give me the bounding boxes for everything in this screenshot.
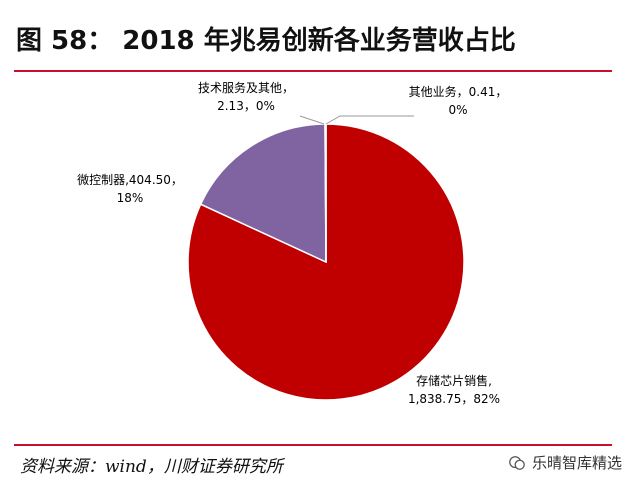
leader-line-tech — [299, 115, 325, 125]
leader-line-other — [325, 115, 414, 125]
label-mcu-line1: 微控制器,404.50， — [77, 173, 183, 187]
leader-lines — [299, 115, 414, 125]
label-mcu-line2: 18% — [117, 191, 144, 205]
title-bar: 图 58： 2018 年兆易创新各业务营收占比 — [10, 8, 620, 66]
label-tech-line2: 2.13，0% — [217, 99, 275, 113]
wechat-icon — [509, 455, 525, 470]
label-storage-line1: 存储芯片销售, — [416, 373, 492, 388]
footer-divider — [14, 444, 612, 446]
watermark-text: 乐晴智库精选 — [531, 454, 622, 472]
pie-chart: 存储芯片销售, 1,838.75，82% 微控制器,404.50， 18% 技术… — [77, 80, 508, 406]
pie-slices — [187, 123, 465, 401]
label-storage-line2: 1,838.75，82% — [408, 392, 500, 406]
label-tech-line1: 技术服务及其他， — [198, 80, 294, 95]
slice-mcu — [199, 123, 327, 264]
chart-title: 图 58： 2018 年兆易创新各业务营收占比 — [16, 26, 516, 56]
label-other-line2: 0% — [448, 103, 467, 117]
title-divider — [14, 70, 612, 72]
label-other-line1: 其他业务，0.41， — [409, 84, 508, 99]
chart-area: 存储芯片销售, 1,838.75，82% 微控制器,404.50， 18% 技术… — [0, 72, 640, 442]
source-note: 资料来源：wind，川财证券研究所 — [20, 457, 283, 477]
watermark: 乐晴智库精选 — [508, 452, 622, 473]
slice-storage — [187, 123, 465, 401]
